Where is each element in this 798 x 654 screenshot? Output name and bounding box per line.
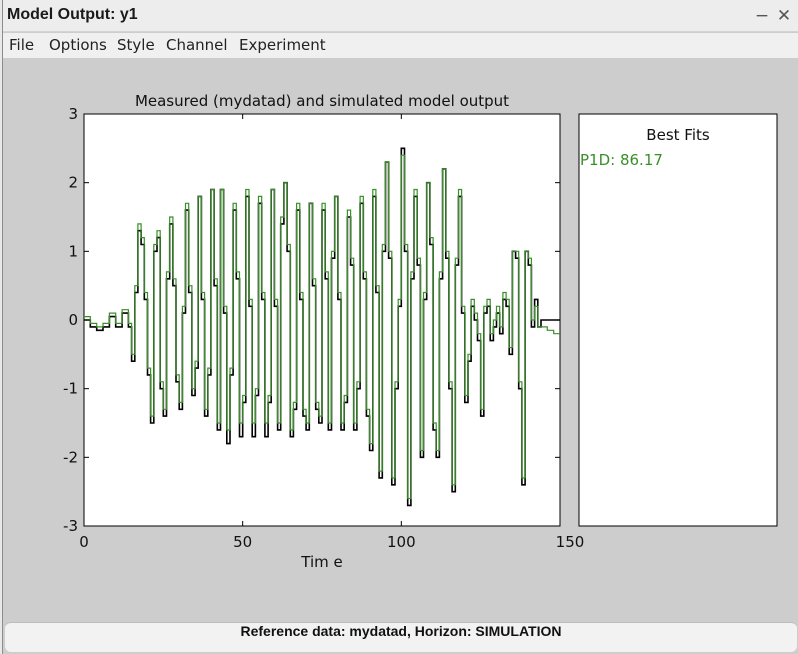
- x-axis-label: Tim e: [300, 553, 342, 571]
- y-tick-label: 1: [68, 242, 78, 260]
- y-tick-label: -1: [63, 380, 78, 398]
- x-tick-label: 150: [556, 533, 585, 551]
- x-tick-label: 100: [387, 533, 416, 551]
- y-tick-label: 0: [68, 311, 78, 329]
- menu-channel[interactable]: Channel: [166, 36, 228, 54]
- y-tick-label: 3: [68, 105, 78, 123]
- window-title: Model Output: y1: [7, 6, 138, 23]
- status-text: Reference data: mydatad, Horizon: SIMULA…: [240, 623, 562, 639]
- status-bar: Reference data: mydatad, Horizon: SIMULA…: [5, 622, 797, 652]
- close-icon[interactable]: ✕: [776, 6, 792, 26]
- figure-canvas[interactable]: Measured (mydatad) and simulated model o…: [3, 58, 798, 624]
- menu-file[interactable]: File: [9, 36, 35, 54]
- chart-title: Measured (mydatad) and simulated model o…: [135, 92, 509, 110]
- simulated-output-line[interactable]: [84, 154, 560, 500]
- menu-experiment[interactable]: Experiment: [239, 36, 326, 54]
- best-fit-entry[interactable]: P1D: 86.17: [580, 151, 663, 169]
- menu-bar: File Options Style Channel Experiment: [3, 33, 798, 58]
- menu-style[interactable]: Style: [117, 36, 155, 54]
- x-tick-label: 0: [79, 533, 89, 551]
- figure-area: Measured (mydatad) and simulated model o…: [3, 58, 798, 624]
- best-fits-title: Best Fits: [646, 126, 710, 144]
- plot-lines: [84, 147, 560, 507]
- y-tick-label: 2: [68, 174, 78, 192]
- y-tick-label: -2: [63, 448, 78, 466]
- best-fits-panel: [578, 113, 778, 527]
- title-bar[interactable]: Model Output: y1 − ✕: [3, 0, 798, 32]
- x-tick-label: 50: [233, 533, 252, 551]
- y-tick-label: -3: [63, 517, 78, 535]
- minimize-icon[interactable]: −: [754, 6, 770, 26]
- menu-options[interactable]: Options: [49, 36, 107, 54]
- left-edge: [0, 0, 2, 654]
